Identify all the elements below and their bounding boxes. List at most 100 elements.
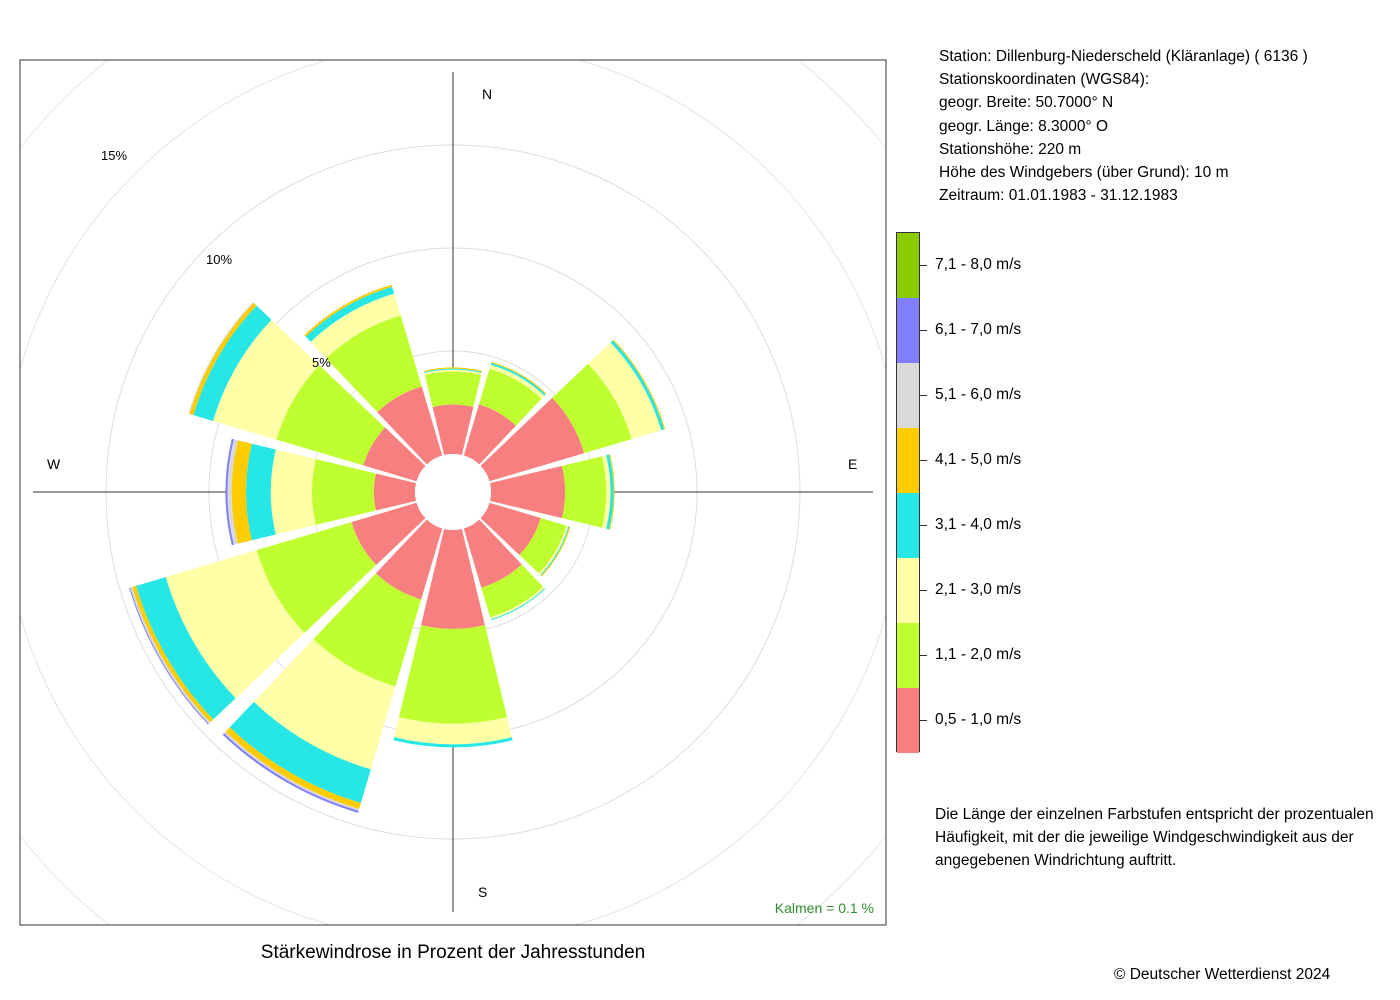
plot-frame: [19, 59, 887, 926]
wind-rose-chart: N E S W 5% 10% 15% Kalmen = 0.1 %: [19, 59, 887, 926]
legend-tick: [920, 524, 927, 526]
station-name: Station: Dillenburg-Niederscheld (Kläran…: [939, 48, 1308, 65]
anemometer-height: Höhe des Windgebers (über Grund): 10 m: [939, 164, 1229, 182]
ring-label-10: 10%: [206, 252, 232, 267]
compass-label-n: N: [482, 86, 492, 102]
sector-150deg-class-2: [481, 564, 543, 618]
legend-swatch-1: [897, 688, 919, 753]
sector-60deg-class-4: [610, 340, 665, 431]
speed-legend: [896, 232, 920, 753]
sector-330deg-class-3: [310, 293, 401, 359]
legend-label-7: 6,1 - 7,0 m/s: [935, 320, 1022, 338]
sector-90deg-class-2: [562, 456, 607, 528]
chart-title: Stärkewindrose in Prozent der Jahresstun…: [260, 942, 646, 963]
sector-90deg-class-5: [609, 454, 615, 530]
sector-180deg-class-3: [394, 717, 512, 745]
sector-30deg-class-2: [479, 368, 542, 426]
sector-270deg-class-7: [225, 438, 234, 546]
sector-30deg-class-4: [490, 362, 546, 396]
sector-210deg-class-4: [229, 701, 371, 803]
sector-270deg-class-4: [246, 443, 276, 541]
sector-30deg-class-1: [463, 404, 517, 465]
sector-210deg-class-2: [313, 573, 422, 687]
sector-270deg-class-1: [373, 473, 417, 511]
sector-0deg-class-4: [424, 368, 482, 373]
station-latitude: geogr. Breite: 50.7000° N: [939, 94, 1114, 112]
sector-240deg-class-4: [136, 577, 236, 720]
ring-label-5: 5%: [312, 355, 331, 370]
sector-270deg-class-6: [227, 439, 238, 545]
sector-210deg-class-5: [225, 727, 361, 809]
sector-120deg-class-2: [519, 518, 567, 574]
sector-180deg-class-4: [393, 737, 513, 748]
legend-label-1: 0,5 - 1,0 m/s: [935, 710, 1022, 728]
legend-swatch-5: [897, 428, 919, 493]
sector-270deg-class-5: [231, 440, 252, 544]
legend-swatch-3: [897, 558, 919, 623]
sector-300deg-class-5: [189, 302, 257, 416]
sector-60deg-class-2: [552, 363, 632, 454]
legend-label-4: 3,1 - 4,0 m/s: [935, 515, 1022, 533]
legend-swatch-4: [897, 493, 919, 558]
legend-label-8: 7,1 - 8,0 m/s: [935, 255, 1022, 273]
sector-0deg-class-2: [424, 371, 482, 407]
sector-210deg-class-3: [253, 639, 396, 770]
sector-90deg-class-4: [606, 454, 614, 530]
sector-120deg-class-1: [480, 502, 541, 556]
station-elevation: Stationshöhe: 220 m: [939, 140, 1082, 158]
legend-tick: [920, 394, 927, 396]
legend-label-6: 5,1 - 6,0 m/s: [935, 385, 1022, 403]
legend-tick: [920, 329, 927, 331]
legend-label-2: 1,1 - 2,0 m/s: [935, 645, 1022, 663]
legend-tick: [920, 719, 927, 721]
sector-300deg-class-3: [213, 319, 320, 440]
sector-180deg-class-1: [421, 528, 485, 629]
sector-270deg-class-3: [270, 449, 316, 535]
legend-note: Die Länge der einzelnen Farbstufen entsp…: [935, 806, 1374, 869]
compass-label-w: W: [47, 456, 61, 472]
legend-tick: [920, 264, 927, 266]
sector-210deg-class-1: [375, 519, 443, 600]
compass-label-s: S: [478, 884, 487, 900]
legend-label-5: 4,1 - 5,0 m/s: [935, 450, 1022, 468]
legend-swatch-6: [897, 363, 919, 428]
sector-240deg-class-1: [351, 502, 426, 565]
station-coordinates-heading: Stationskoordinaten (WGS84):: [939, 71, 1150, 89]
time-period: Zeitraum: 01.01.1983 - 31.12.1983: [939, 187, 1178, 205]
station-info: Station: Dillenburg-Niederscheld (Kläran…: [939, 45, 1308, 207]
sector-0deg-class-3: [424, 369, 482, 375]
sector-60deg-class-3: [588, 342, 662, 440]
sector-300deg-class-2: [276, 365, 386, 466]
sector-240deg-class-3: [165, 550, 305, 699]
sector-150deg-class-3: [490, 586, 545, 620]
calm-percentage: Kalmen = 0.1 %: [775, 900, 874, 916]
rose-sectors: [129, 284, 666, 813]
sector-300deg-class-4: [193, 305, 272, 421]
station-longitude: geogr. Länge: 8.3000° O: [939, 117, 1109, 135]
legend-swatch-2: [897, 623, 919, 688]
sector-180deg-class-2: [398, 625, 508, 724]
sector-240deg-class-5: [132, 585, 214, 723]
sector-0deg-class-1: [432, 404, 474, 456]
legend-tick: [920, 654, 927, 656]
sector-330deg-class-2: [326, 315, 422, 413]
sector-60deg-class-1: [480, 397, 585, 482]
legend-tick: [920, 459, 927, 461]
sector-30deg-class-3: [489, 364, 545, 399]
compass-label-e: E: [848, 456, 857, 472]
legend-label-3: 2,1 - 3,0 m/s: [935, 580, 1022, 598]
sector-150deg-class-1: [463, 519, 522, 588]
legend-swatch-7: [897, 298, 919, 363]
legend-swatch-8: [897, 233, 919, 298]
legend-tick: [920, 589, 927, 591]
sector-120deg-class-3: [538, 525, 569, 575]
sector-330deg-class-1: [377, 386, 443, 465]
copyright: © Deutscher Wetterdienst 2024: [1114, 966, 1331, 983]
sector-90deg-class-3: [602, 455, 611, 529]
sector-90deg-class-1: [489, 465, 566, 519]
sector-270deg-class-2: [312, 459, 376, 525]
ring-label-15: 15%: [101, 148, 127, 163]
calm-center-circle: [415, 454, 491, 530]
sector-0deg-class-5: [423, 367, 483, 372]
sector-300deg-class-1: [363, 427, 426, 482]
